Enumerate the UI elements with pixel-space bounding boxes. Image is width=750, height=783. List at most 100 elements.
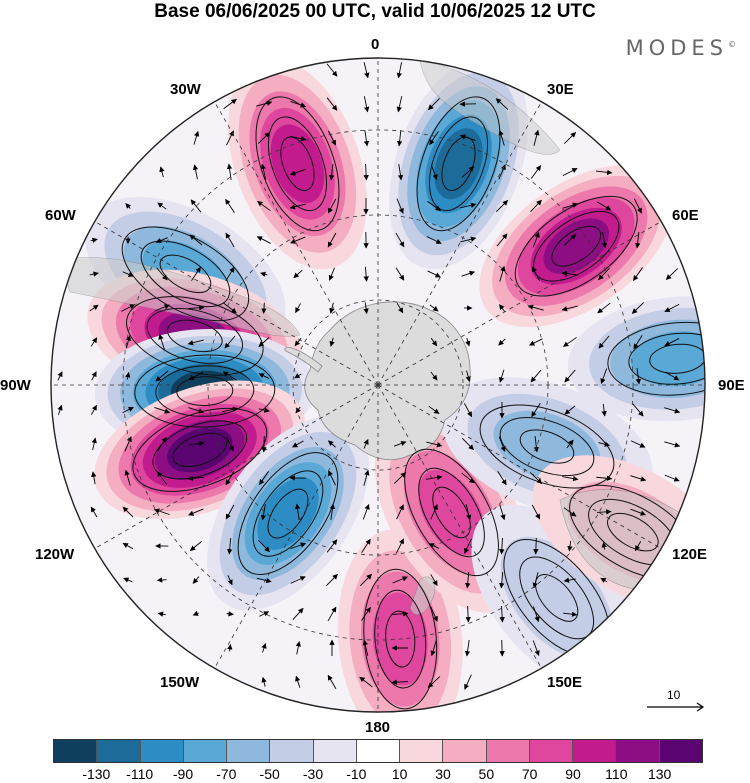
wind-arrow	[188, 508, 204, 516]
streamline-contour	[280, 136, 315, 192]
wind-arrow	[191, 266, 201, 281]
wind-arrow	[361, 606, 371, 621]
wind-arrow	[460, 202, 477, 209]
wind-arrow	[430, 640, 437, 657]
wind-arrow	[125, 203, 131, 209]
meridian-line	[214, 101, 379, 386]
vector-reference-arrow	[647, 702, 705, 712]
wind-arrow	[598, 441, 611, 447]
wind-arrow	[363, 163, 369, 181]
wind-arrow	[495, 199, 509, 212]
wind-arrow	[563, 507, 577, 517]
wind-arrow	[89, 271, 99, 277]
wind-arrow	[495, 98, 509, 110]
lon-label-60e: 60E	[672, 207, 699, 224]
wind-arrow	[90, 506, 98, 518]
wind-arrow	[395, 232, 405, 248]
streamline-contour	[255, 96, 340, 232]
wind-arrow	[664, 474, 680, 482]
colorbar-swatch	[96, 740, 140, 762]
wind-arrow	[533, 436, 540, 453]
wind-arrow	[430, 371, 438, 381]
streamline-contour	[649, 343, 705, 374]
wind-arrow	[461, 472, 475, 484]
streamline-contour	[267, 488, 309, 539]
wind-arrow	[395, 538, 405, 554]
wind-arrow	[295, 406, 301, 414]
wind-arrow	[396, 302, 404, 314]
wind-arrow	[430, 574, 438, 587]
antarctic-peninsula	[284, 347, 323, 373]
wind-arrow	[465, 571, 471, 589]
wind-arrow	[564, 132, 577, 144]
wind-arrow	[124, 469, 131, 486]
wind-arrow	[596, 509, 612, 515]
wind-arrow	[530, 369, 542, 383]
wind-arrow	[188, 440, 205, 447]
wind-arrow	[664, 338, 680, 346]
wind-arrow	[596, 201, 612, 211]
wind-arrow	[630, 440, 646, 448]
streamline-contour	[140, 240, 231, 308]
wind-arrow	[227, 537, 233, 555]
wind-arrow	[329, 302, 335, 314]
wind-arrow	[290, 542, 307, 550]
wind-arrow	[567, 540, 573, 552]
wind-arrow	[499, 639, 505, 657]
wind-arrow	[156, 267, 168, 281]
colorbar-tick-label: 70	[521, 766, 538, 782]
wind-arrow	[498, 129, 505, 146]
wind-arrow	[391, 679, 409, 685]
wind-arrow	[260, 163, 267, 180]
wind-arrow	[157, 611, 166, 617]
meridian-line	[94, 384, 379, 549]
wind-arrow	[633, 267, 643, 281]
wind-arrow	[222, 371, 238, 381]
wind-arrow	[192, 164, 199, 180]
wind-arrow	[225, 198, 235, 213]
wind-arrow	[532, 572, 539, 589]
colorbar-tick-label: -130	[82, 766, 111, 782]
wind-arrow	[260, 504, 267, 521]
wind-arrow	[459, 134, 476, 141]
wind-arrow	[224, 335, 236, 349]
latitude-circle	[292, 299, 464, 471]
wind-arrow	[391, 611, 409, 617]
wind-arrow	[222, 406, 239, 413]
wind-arrow	[664, 407, 681, 414]
wind-arrow	[157, 202, 167, 210]
wind-arrow	[430, 606, 438, 622]
wind-arrow	[122, 271, 134, 277]
wind-arrow	[464, 538, 472, 554]
wind-arrow	[122, 542, 134, 550]
wind-arrow	[564, 369, 576, 383]
wind-arrow	[257, 200, 271, 212]
wind-arrow	[226, 163, 233, 180]
meridian-line	[94, 221, 379, 386]
colorbar-swatch	[139, 740, 183, 762]
wind-arrow	[326, 539, 338, 553]
wind-arrow	[290, 236, 306, 244]
wind-arrow	[426, 474, 443, 481]
wind-arrow	[598, 335, 610, 349]
wind-arrow	[499, 265, 506, 282]
wind-arrow	[327, 606, 337, 622]
wind-arrow	[601, 403, 607, 417]
streamline-contour	[252, 470, 324, 557]
wind-arrow	[259, 471, 269, 486]
map-border	[50, 57, 706, 713]
wind-arrow	[430, 337, 438, 347]
colorbar-swatch	[399, 740, 443, 762]
wind-arrow	[90, 404, 98, 415]
wind-arrow	[257, 132, 271, 144]
wind-arrow	[189, 234, 203, 246]
wind-arrow	[632, 403, 644, 417]
wind-arrow	[155, 370, 169, 382]
wind-arrow	[664, 303, 680, 313]
streamline-contour	[535, 574, 579, 622]
streamline-contour	[499, 417, 595, 477]
lon-label-30e: 30E	[547, 81, 574, 98]
wind-arrow	[363, 302, 369, 315]
wind-arrow	[427, 676, 441, 688]
